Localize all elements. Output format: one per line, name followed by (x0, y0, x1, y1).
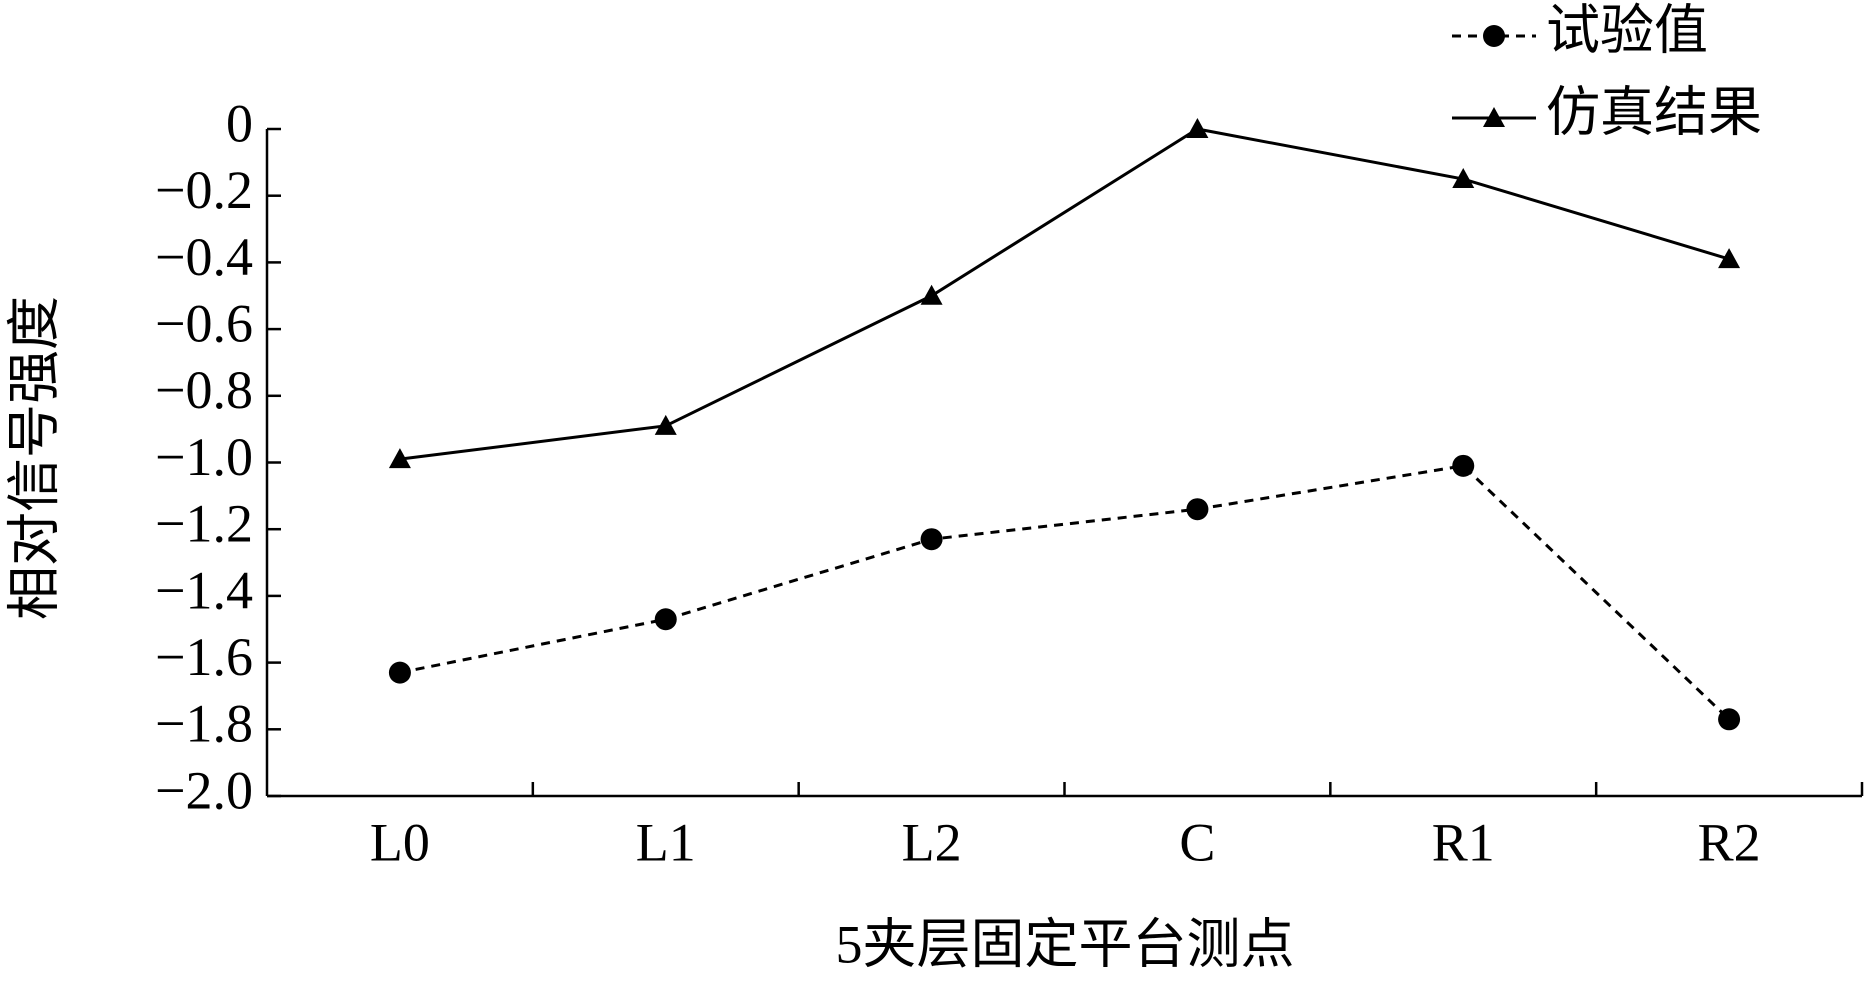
x-tick-label: L0 (370, 812, 430, 872)
y-tick-label: −0.4 (155, 227, 253, 287)
point (654, 608, 677, 631)
point (1718, 708, 1741, 731)
point (388, 661, 411, 684)
point (920, 284, 943, 305)
series-line (399, 127, 1730, 461)
y-tick-label: −1.8 (155, 694, 253, 754)
series-line (399, 464, 1731, 721)
point (920, 528, 943, 551)
x-tick-label: R1 (1432, 812, 1495, 872)
point (1186, 118, 1209, 138)
point (1452, 454, 1475, 477)
y-tick-label: −1.0 (155, 427, 253, 487)
x-tick-label: R2 (1698, 812, 1761, 872)
y-tick-label: 0 (226, 93, 253, 153)
point (1483, 25, 1505, 47)
y-tick-label: −1.2 (155, 494, 253, 554)
point (654, 414, 677, 435)
point (1718, 248, 1741, 269)
point (388, 448, 411, 469)
y-tick-label: −0.8 (155, 360, 253, 420)
y-tick-label: −1.4 (155, 560, 253, 620)
point (1483, 107, 1505, 127)
point (1186, 498, 1209, 521)
y-tick-label: −1.6 (155, 627, 253, 687)
x-tick-label: L2 (902, 812, 962, 872)
point (1452, 168, 1475, 189)
x-axis-title: 5夹层固定平台测点 (836, 914, 1295, 974)
y-tick-label: −2.0 (155, 760, 253, 820)
legend-label: 试验值 (1546, 0, 1708, 60)
y-tick-label: −0.6 (155, 293, 253, 353)
x-tick-label: L1 (636, 812, 696, 872)
legend-label: 仿真结果 (1546, 82, 1762, 142)
y-tick-label: −0.2 (155, 160, 253, 220)
y-axis-title: 相对信号强度 (4, 296, 64, 620)
x-tick-label: C (1179, 812, 1215, 872)
